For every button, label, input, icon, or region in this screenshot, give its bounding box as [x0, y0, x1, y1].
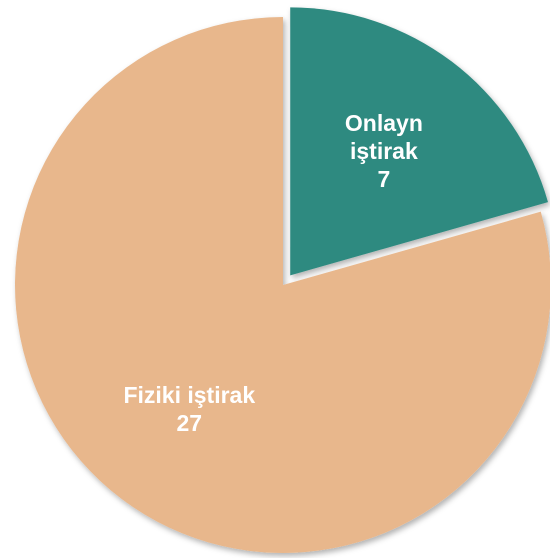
pie-slice	[15, 17, 550, 553]
slice-value: 27	[176, 410, 203, 437]
pie-slice	[290, 7, 549, 276]
slice-label: Fiziki iştirak 27	[79, 381, 299, 437]
slice-name: Onlayn iştirak	[344, 110, 423, 165]
slice-value: 7	[377, 166, 391, 193]
slice-name: Fiziki iştirak	[123, 382, 256, 409]
slice-label: Onlayn iştirak 7	[324, 109, 444, 193]
